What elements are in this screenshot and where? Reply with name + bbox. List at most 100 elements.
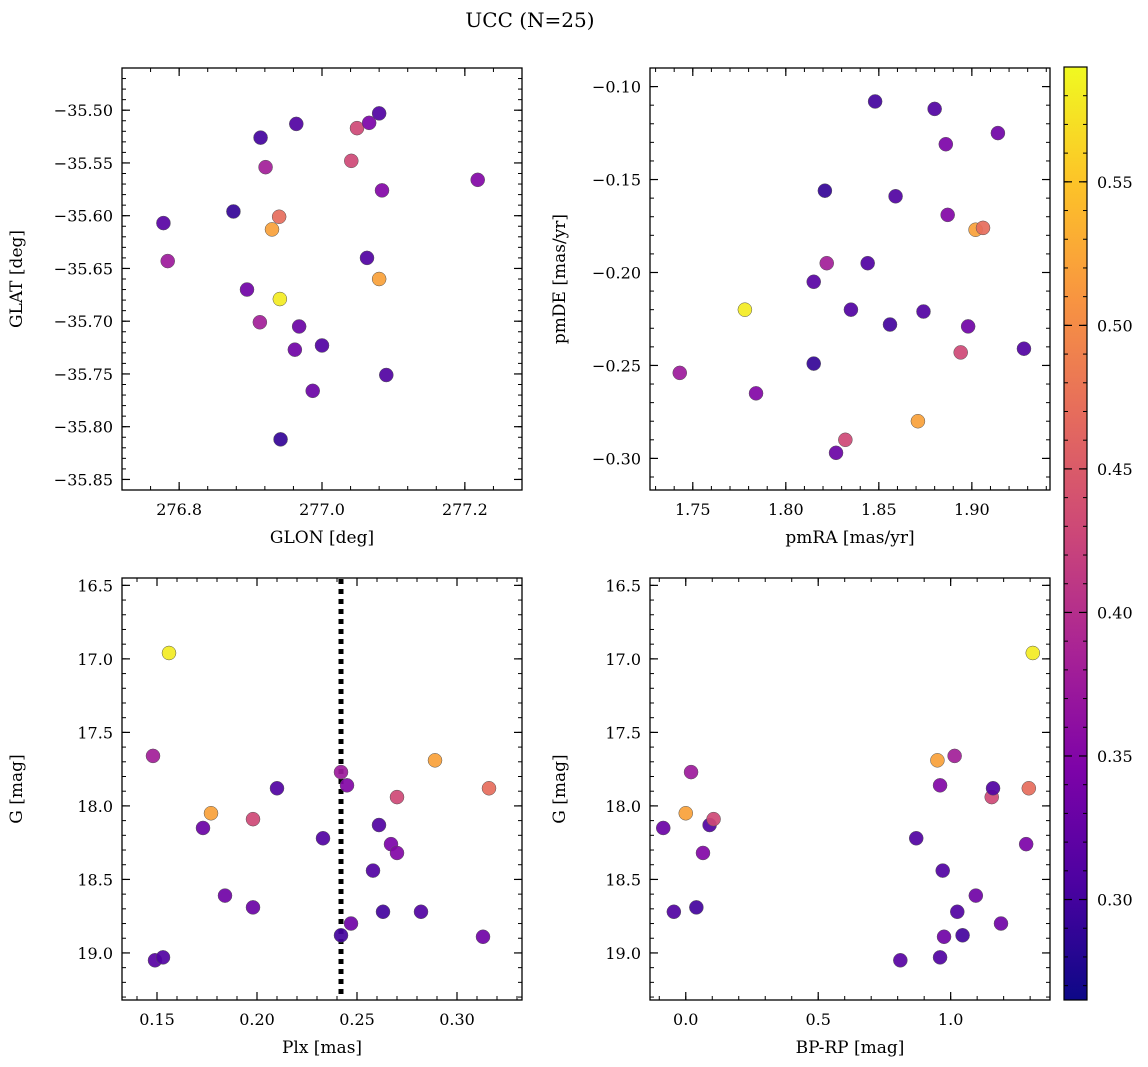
y-tick-label: −0.20 [592,263,641,282]
data-point [333,928,349,943]
axes-frame [649,577,1051,1001]
data-point [737,302,753,317]
data-point [838,432,853,448]
data-point [314,338,330,353]
data-point [427,753,443,768]
data-point [239,282,255,297]
y-tick-label: 19.0 [605,944,641,963]
data-point [375,904,391,920]
data-point [287,342,303,357]
y-tick-label: −0.25 [592,356,641,375]
data-point [953,345,968,360]
y-tick-label: −0.10 [592,78,641,97]
data-point [689,900,704,915]
data-point [365,863,381,878]
data-point [481,781,497,796]
y-tick-label: −35.75 [54,365,113,384]
data-point [927,101,942,117]
data-point [678,806,694,821]
x-tick-label: 0.0 [673,1010,698,1029]
x-tick-label: 1.80 [768,500,804,519]
y-tick-label: −35.70 [54,312,113,331]
data-point [156,215,171,231]
data-point [968,888,984,903]
data-point [226,204,241,219]
y-axis-label: G [mag] [550,754,570,823]
y-tick-label: 18.0 [605,797,641,816]
data-point [1025,645,1041,661]
x-tick-label: 0.25 [339,1010,375,1029]
y-tick-label: 18.5 [77,870,113,889]
data-point [389,845,405,861]
data-point [932,950,948,965]
data-point [935,863,950,878]
data-point [1016,341,1032,356]
data-point [217,888,233,903]
y-tick-label: 17.0 [605,650,641,669]
data-point [947,748,962,764]
y-tick-label: 18.5 [605,870,641,889]
data-point [475,929,491,945]
data-point [683,764,699,780]
data-point [938,136,954,152]
panel-sky: 276.8 277.0 277.2 −35.85 −35.80 −35.75 −35.70 −… [7,67,523,548]
data-point [343,916,359,931]
y-tick-label: 16.5 [605,576,641,595]
data-point [955,928,970,943]
data-point [155,950,171,965]
y-axis-label: GLAT [deg] [7,230,27,328]
data-point [867,94,883,109]
axes-frame [649,67,1051,491]
data-point [985,781,1001,796]
data-point [195,820,211,836]
y-axis-label: pmDE [mas/yr] [550,214,570,344]
x-tick-label: 0.30 [439,1010,475,1029]
data-point [806,274,821,290]
y-tick-label: −0.15 [592,171,641,190]
data-point [160,253,175,269]
colorbar-tick-label: 0.35 [1097,747,1133,766]
data-point [333,764,349,780]
y-tick-label: −35.85 [54,470,113,489]
data-point [315,831,331,846]
data-point [145,748,161,764]
data-point [960,319,976,334]
data-point [273,432,288,447]
y-tick-label: 18.0 [77,797,113,816]
x-axis-label: pmRA [mas/yr] [785,528,914,548]
data-point [882,317,898,332]
y-tick-label: 16.5 [77,576,113,595]
data-point [339,778,355,793]
y-tick-label: −35.60 [54,207,113,226]
colorbar: 0.30 0.35 0.40 0.45 0.50 0.55 [1063,66,1133,1001]
colorbar-gradient [1063,66,1088,1001]
colorbar-tick-label: 0.45 [1097,460,1133,479]
colorbar-tick-label: 0.30 [1097,891,1133,910]
y-tick-label: −35.50 [54,101,113,120]
x-tick-label: 277.2 [442,500,488,519]
x-tick-label: 1.85 [861,500,897,519]
x-tick-label: 277.0 [299,500,345,519]
figure-title: UCC (N=25) [465,8,594,32]
data-point [289,116,304,132]
data-point [359,250,375,266]
data-point [413,904,429,920]
data-point [371,106,387,121]
data-point [932,778,948,793]
data-point [349,120,365,136]
data-point [940,207,955,223]
data-point [245,900,261,915]
data-point [361,115,377,131]
data-point [748,386,764,401]
data-point [936,929,952,945]
y-tick-label: −0.30 [592,449,641,468]
data-point [706,811,721,827]
y-tick-label: −35.55 [54,154,113,173]
y-tick-label: −35.65 [54,259,113,278]
data-point [672,365,688,381]
data-point [910,413,926,429]
data-point [371,271,387,287]
data-point [272,291,288,307]
data-point [993,916,1009,931]
